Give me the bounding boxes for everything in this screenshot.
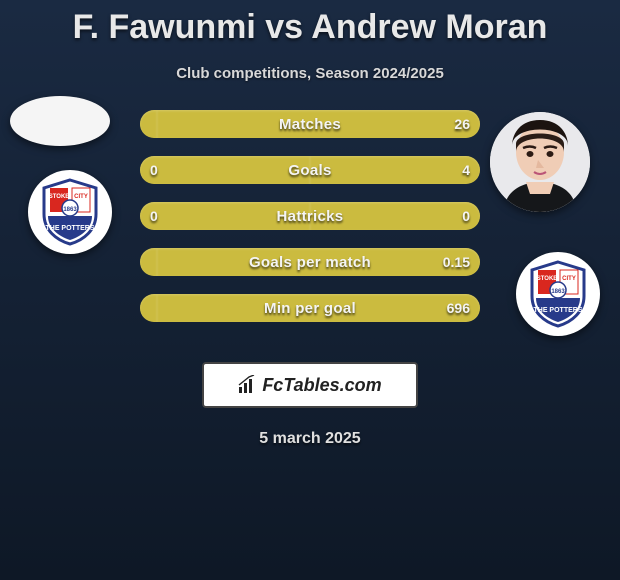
stoke-city-badge-icon: THE POTTERS 1863 STOKE CITY [528,260,588,328]
svg-text:STOKE: STOKE [49,194,70,200]
watermark: FcTables.com [202,362,418,408]
player-right-club-badge: THE POTTERS 1863 STOKE CITY [516,252,600,336]
stat-label: Hattricks [140,202,480,230]
bars-chart-icon [238,375,260,395]
stat-row: Min per goal696 [140,294,480,322]
stat-row: Goals per match0.15 [140,248,480,276]
stat-value-right: 0 [462,202,470,230]
stat-label: Matches [140,110,480,138]
svg-text:THE POTTERS: THE POTTERS [533,307,582,314]
subtitle: Club competitions, Season 2024/2025 [0,65,620,82]
stat-value-right: 4 [462,156,470,184]
stat-value-right: 26 [454,110,470,138]
stat-label: Goals [140,156,480,184]
stat-label: Goals per match [140,248,480,276]
stat-row: Hattricks0 0 [140,202,480,230]
stat-value-right: 0.15 [443,248,470,276]
stat-row: Goals0 4 [140,156,480,184]
stat-row: Matches26 [140,110,480,138]
svg-text:1863: 1863 [551,289,565,295]
stat-value-left: 0 [150,202,158,230]
stoke-city-badge-icon: THE POTTERS 1863 STOKE CITY [40,178,100,246]
player-photo-icon [490,112,590,212]
svg-text:CITY: CITY [562,276,576,282]
svg-text:STOKE: STOKE [537,276,558,282]
stat-value-right: 696 [447,294,470,322]
player-left-avatar [10,96,110,146]
stat-value-left: 0 [150,156,158,184]
player-left-club-badge: THE POTTERS 1863 STOKE CITY [28,170,112,254]
svg-text:CITY: CITY [74,194,88,200]
page-title: F. Fawunmi vs Andrew Moran [0,0,620,47]
svg-text:1863: 1863 [63,207,77,213]
stat-label: Min per goal [140,294,480,322]
date-text: 5 march 2025 [0,430,620,448]
player-right-avatar [490,112,590,212]
comparison-panel: THE POTTERS 1863 STOKE CITY [0,110,620,350]
svg-text:THE POTTERS: THE POTTERS [45,225,94,232]
watermark-text: FcTables.com [262,375,381,396]
stat-bars: Matches26Goals04Hattricks00Goals per mat… [140,110,480,340]
